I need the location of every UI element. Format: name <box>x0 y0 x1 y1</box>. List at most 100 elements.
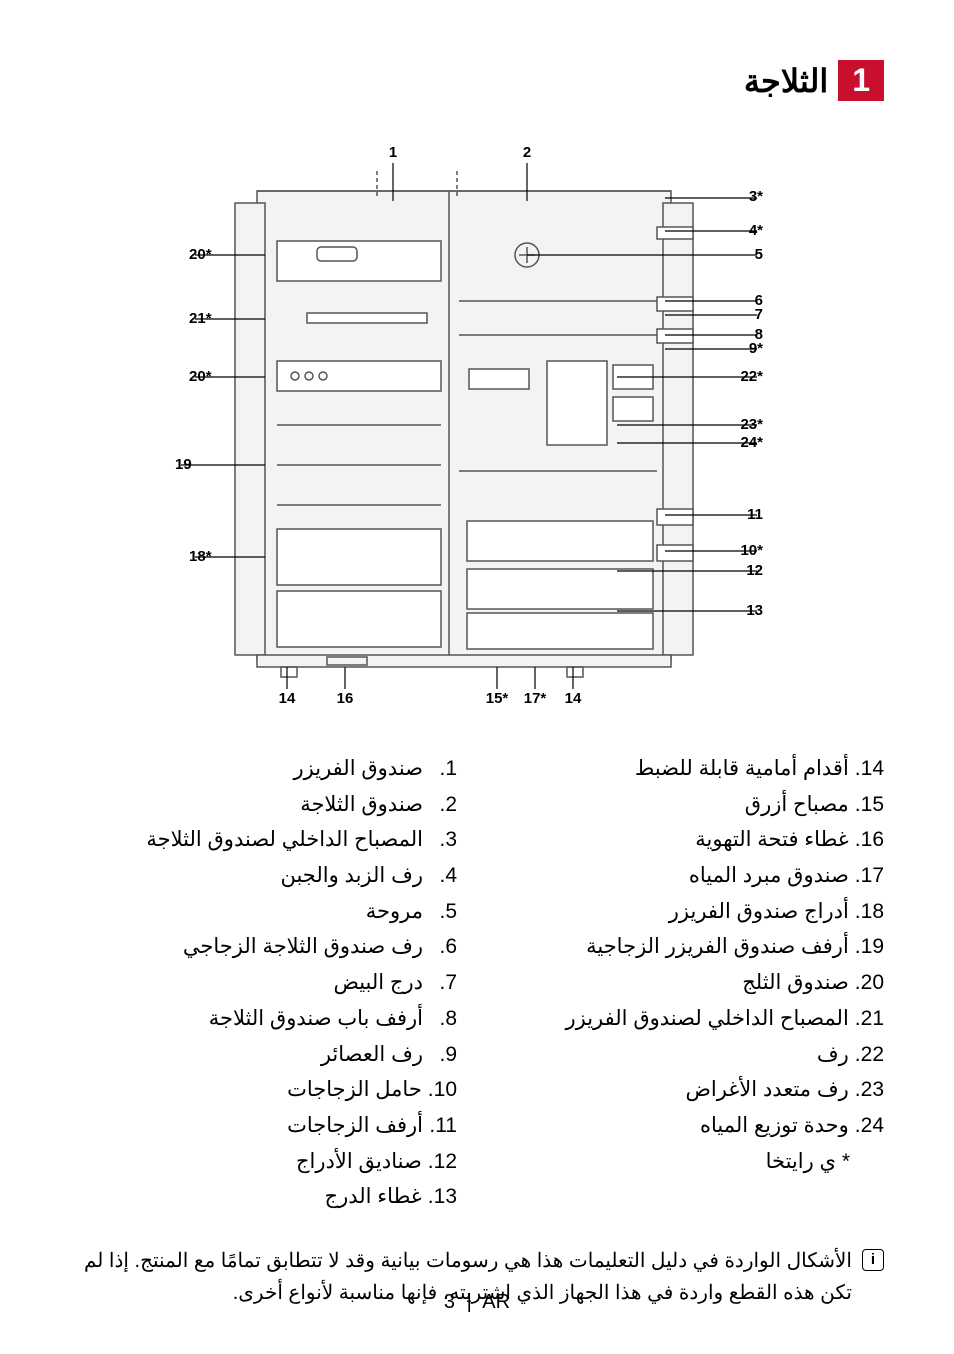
list-item-number: 7. <box>429 965 457 1001</box>
diagram-container: 12*3*45678*9*22*23*2411*101213*20*21*201… <box>70 131 884 721</box>
parts-list-item: 13.غطاء الدرج <box>70 1179 457 1215</box>
list-item-number: 4. <box>429 858 457 894</box>
list-item-text: صندوق مبرد المياه <box>689 858 849 894</box>
list-item-text: أدراج صندوق الفريزر <box>669 894 849 930</box>
page-footer: 3 | AR <box>0 1291 954 1314</box>
parts-list-item: 1.صندوق الفريزر <box>70 751 457 787</box>
diagram-label: 19 <box>175 456 192 473</box>
list-item-text: رف العصائر <box>321 1037 423 1073</box>
list-item-number: 21. <box>855 1001 884 1037</box>
list-item-text: وحدة توزيع المياه <box>700 1108 849 1144</box>
diagram-label: *9 <box>749 340 763 357</box>
parts-list-item: 8.أرفف باب صندوق الثلاجة <box>70 1001 457 1037</box>
page-number: 3 <box>444 1291 455 1313</box>
diagram-label: 16 <box>337 690 354 707</box>
list-item-text: صندوق الثلج <box>742 965 849 1001</box>
list-item-number: 1. <box>429 751 457 787</box>
list-item-text: رف صندوق الثلاجة الزجاجي <box>183 929 423 965</box>
parts-list-item: 17.صندوق مبرد المياه <box>497 858 884 894</box>
list-item-text: مصباح أزرق <box>745 787 849 823</box>
parts-list-item: 12.صناديق الأدراج <box>70 1144 457 1180</box>
diagram-label: 1 <box>389 144 397 161</box>
parts-list-item: 22.رف <box>497 1037 884 1073</box>
parts-list-item: 15.مصباح أزرق <box>497 787 884 823</box>
list-item-number: 22. <box>855 1037 884 1073</box>
list-item-text: صندوق الفريزر <box>294 751 423 787</box>
parts-list-item: 20.صندوق الثلج <box>497 965 884 1001</box>
info-icon: i <box>862 1249 884 1271</box>
list-item-text: حامل الزجاجات <box>287 1072 422 1108</box>
parts-list: 1.صندوق الفريزر2.صندوق الثلاجة3.المصباح … <box>70 751 884 1215</box>
list-item-number: 17. <box>855 858 884 894</box>
parts-list-item: 19.أرفف صندوق الفريزر الزجاجية <box>497 929 884 965</box>
parts-list-item: 7.درج البيض <box>70 965 457 1001</box>
list-item-number: 18. <box>855 894 884 930</box>
parts-list-left: 14.أقدام أمامية قابلة للضبط15.مصباح أزرق… <box>497 751 884 1215</box>
footer-separator: | <box>467 1291 472 1313</box>
list-item-number: 15. <box>855 787 884 823</box>
diagram-label: *18 <box>189 548 212 565</box>
diagram-label: 2 <box>523 144 531 161</box>
diagram-label: 14 <box>565 690 582 707</box>
list-item-number: 14. <box>855 751 884 787</box>
list-item-number: 24. <box>855 1108 884 1144</box>
diagram-label: *22 <box>740 368 763 385</box>
list-item-number: 3. <box>429 822 457 858</box>
diagram-label: 11 <box>747 506 763 523</box>
parts-list-item: 5.مروحة <box>70 894 457 930</box>
list-item-text: درج البيض <box>333 965 423 1001</box>
diagram-label: 14 <box>279 690 296 707</box>
list-item-text: * ي رايتخا <box>766 1144 850 1180</box>
list-item-text: المصباح الداخلي لصندوق الفريزر <box>565 1001 848 1037</box>
parts-list-item: 4.رف الزبد والجبن <box>70 858 457 894</box>
list-item-text: غطاء الدرج <box>325 1179 422 1215</box>
diagram-label: *3 <box>749 188 763 205</box>
parts-list-item: 24.وحدة توزيع المياه <box>497 1108 884 1144</box>
parts-list-item: * ي رايتخا <box>497 1144 884 1180</box>
diagram-label: *10 <box>740 542 763 559</box>
parts-list-item: 18.أدراج صندوق الفريزر <box>497 894 884 930</box>
list-item-text: رف <box>817 1037 849 1073</box>
section-header: 1 الثلاجة <box>70 60 884 101</box>
list-item-number: 6. <box>429 929 457 965</box>
list-item-text: صندوق الثلاجة <box>300 787 423 823</box>
parts-list-item: 2.صندوق الثلاجة <box>70 787 457 823</box>
list-item-number: 23. <box>855 1072 884 1108</box>
parts-list-item: 6.رف صندوق الثلاجة الزجاجي <box>70 929 457 965</box>
diagram-label: *17 <box>524 690 547 707</box>
parts-list-item: 9.رف العصائر <box>70 1037 457 1073</box>
list-item-number: 5. <box>429 894 457 930</box>
list-item-number: 8. <box>429 1001 457 1037</box>
list-item-number: 20. <box>855 965 884 1001</box>
diagram-label: *20 <box>189 246 212 263</box>
list-item-text: أرفف الزجاجات <box>287 1108 423 1144</box>
list-item-number: 11. <box>429 1108 457 1144</box>
diagram-label: *23 <box>740 416 763 433</box>
list-item-number: 10. <box>428 1072 457 1108</box>
list-item-text: غطاء فتحة التهوية <box>695 822 849 858</box>
parts-list-item: 3.المصباح الداخلي لصندوق الثلاجة <box>70 822 457 858</box>
list-item-text: أقدام أمامية قابلة للضبط <box>635 751 849 787</box>
list-item-text: أرفف صندوق الفريزر الزجاجية <box>586 929 849 965</box>
diagram-label: *15 <box>486 690 509 707</box>
parts-list-right: 1.صندوق الفريزر2.صندوق الثلاجة3.المصباح … <box>70 751 457 1215</box>
page-lang: AR <box>482 1291 510 1313</box>
section-title: الثلاجة <box>744 62 828 100</box>
list-item-number: 12. <box>428 1144 457 1180</box>
list-item-text: رف الزبد والجبن <box>280 858 423 894</box>
diagram-label: 13 <box>746 602 763 619</box>
parts-list-item: 14.أقدام أمامية قابلة للضبط <box>497 751 884 787</box>
diagram-label: *21 <box>189 310 212 327</box>
list-item-text: مروحة <box>366 894 423 930</box>
list-item-number: 19. <box>855 929 884 965</box>
list-item-text: المصباح الداخلي لصندوق الثلاجة <box>146 822 423 858</box>
diagram-label: *24 <box>740 434 763 451</box>
list-item-text: أرفف باب صندوق الثلاجة <box>209 1001 423 1037</box>
section-number: 1 <box>838 60 884 101</box>
list-item-number: 2. <box>429 787 457 823</box>
diagram-label: 12 <box>746 562 763 579</box>
parts-list-item: 16.غطاء فتحة التهوية <box>497 822 884 858</box>
parts-list-item: 21.المصباح الداخلي لصندوق الفريزر <box>497 1001 884 1037</box>
parts-list-item: 10.حامل الزجاجات <box>70 1072 457 1108</box>
fridge-diagram: 12*3*45678*9*22*23*2411*101213*20*21*201… <box>127 131 827 721</box>
